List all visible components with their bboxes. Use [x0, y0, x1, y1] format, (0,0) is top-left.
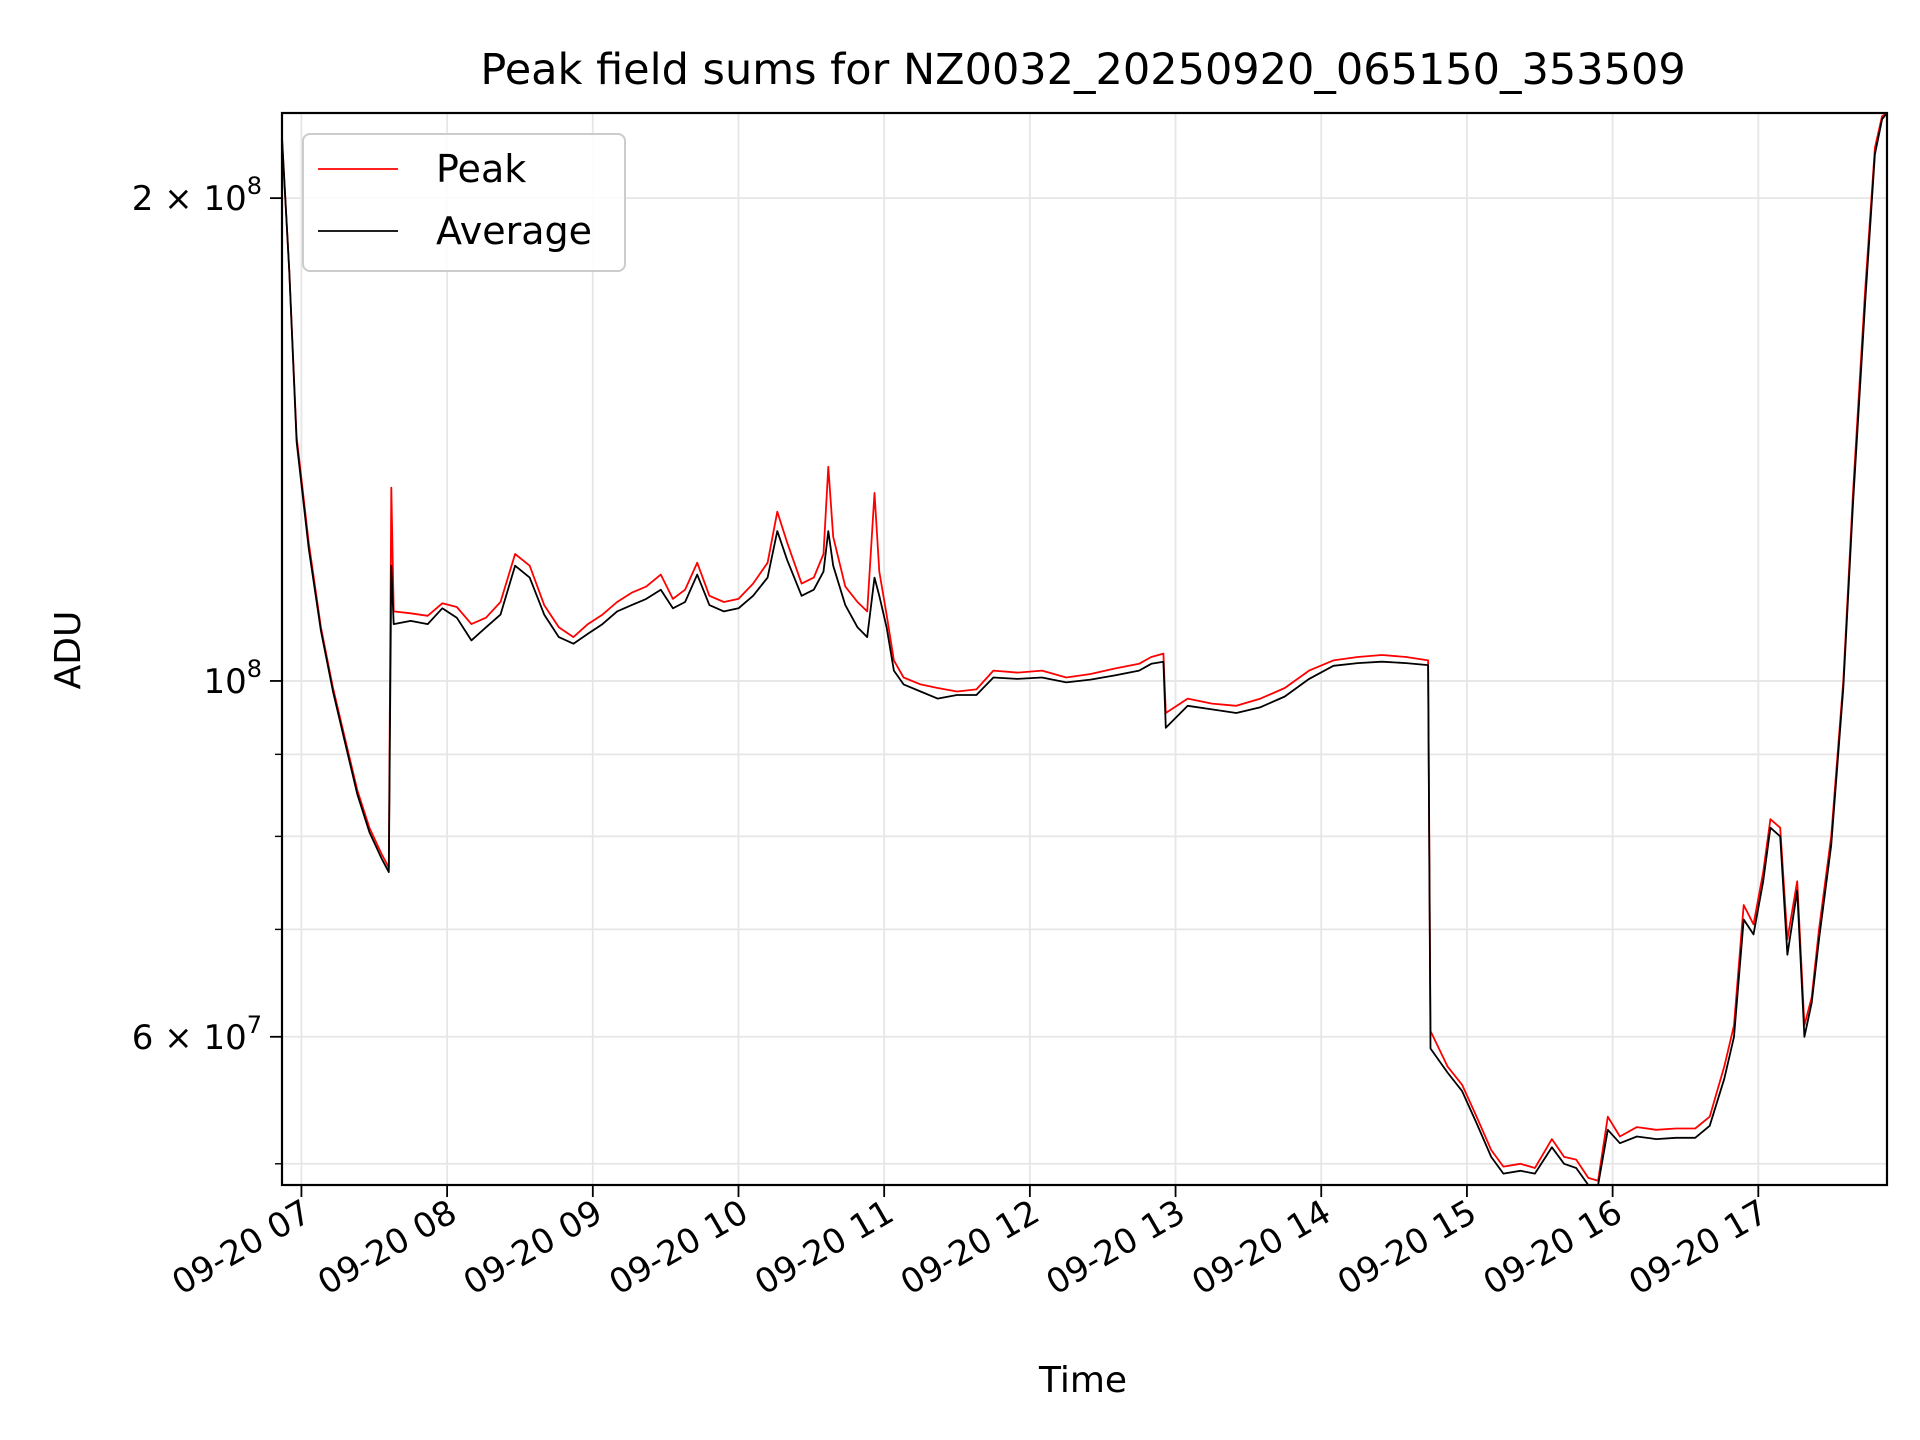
- y-tick-label: 108: [203, 655, 262, 702]
- plot-frame: [280, 111, 1889, 1187]
- y-tick-label: 2 × 108: [132, 172, 262, 219]
- grid-lines: [282, 113, 1887, 1185]
- series-line-average: [281, 112, 1888, 1186]
- series-layer: [281, 112, 1888, 1186]
- y-tick-label: 6 × 107: [132, 1011, 262, 1058]
- chart-title: Peak field sums for NZ0032_20250920_0651…: [480, 45, 1685, 95]
- y-tick-label-exponent: 7: [247, 1011, 262, 1039]
- y-tick-label-base: 2 × 10: [132, 179, 247, 219]
- series-line-peak: [281, 112, 1888, 1182]
- y-tick-label-base: 6 × 10: [132, 1018, 247, 1058]
- y-axis-label: ADU: [48, 611, 89, 690]
- y-tick-label-exponent: 8: [247, 655, 262, 683]
- legend: Peak Average: [302, 133, 626, 272]
- legend-label-peak: Peak: [436, 147, 526, 191]
- y-tick-label-exponent: 8: [247, 172, 262, 200]
- x-axis-label: Time: [1038, 1360, 1127, 1401]
- legend-label-average: Average: [436, 209, 592, 253]
- y-tick-label-base: 10: [203, 662, 246, 702]
